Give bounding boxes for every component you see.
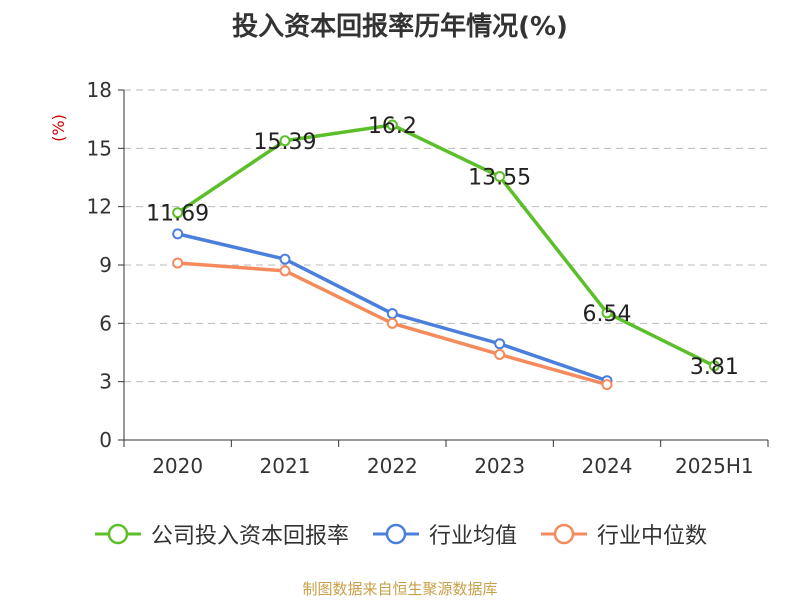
- x-tick-label: 2022: [367, 454, 418, 478]
- y-tick-label: 0: [99, 428, 112, 452]
- legend-label-industry-mean: 行业均值: [428, 524, 517, 549]
- series-line-0: [176, 123, 716, 368]
- data-point: [386, 317, 398, 329]
- series-line-1: [177, 232, 608, 383]
- y-tick-label: 12: [87, 195, 112, 219]
- data-label: 16.2: [368, 114, 417, 139]
- legend: 公司投入资本回报率 行业均值 行业中位数: [0, 518, 800, 550]
- source-note: 制图数据来自恒生聚源数据库: [302, 580, 498, 598]
- y-tick-label: 18: [87, 78, 112, 102]
- data-point: [386, 119, 398, 131]
- y-tick-label: 3: [99, 370, 112, 394]
- y-axis-label: (%): [49, 114, 68, 142]
- data-label: 13.55: [468, 166, 531, 191]
- data-label: 6.54: [583, 302, 632, 327]
- legend-item-industry-median[interactable]: 行业中位数: [539, 518, 707, 550]
- chart-title: 投入资本回报率历年情况(%): [232, 12, 568, 42]
- data-point: [172, 228, 184, 240]
- data-point: [494, 348, 506, 360]
- data-point: [708, 360, 720, 372]
- data-point: [279, 265, 291, 277]
- data-point: [279, 253, 291, 265]
- data-point: [601, 307, 613, 319]
- data-label: 15.39: [254, 130, 317, 155]
- legend-item-company[interactable]: 公司投入资本回报率: [93, 518, 349, 550]
- data-point: [172, 207, 184, 219]
- x-tick-label: 2023: [474, 454, 525, 478]
- data-point: [279, 135, 291, 147]
- data-point: [172, 257, 184, 269]
- data-point: [601, 379, 613, 391]
- data-label: 3.81: [690, 355, 739, 380]
- x-tick-label: 2021: [260, 454, 311, 478]
- y-tick-label: 15: [87, 136, 112, 160]
- y-tick-label: 9: [99, 253, 112, 277]
- data-point: [494, 338, 506, 350]
- legend-swatch-industry-mean: [372, 523, 419, 545]
- x-tick-label: 2024: [582, 454, 633, 478]
- legend-label-company: 公司投入资本回报率: [150, 524, 349, 549]
- legend-swatch-industry-median: [541, 523, 587, 545]
- data-point: [494, 171, 506, 183]
- legend-label-industry-median: 行业中位数: [597, 524, 708, 549]
- legend-item-industry-mean[interactable]: 行业均值: [371, 518, 517, 550]
- x-tick-label: 2020: [152, 454, 203, 478]
- y-tick-label: 6: [99, 311, 112, 335]
- data-label: 11.69: [146, 202, 209, 227]
- legend-swatch-company: [94, 523, 141, 545]
- x-tick-label: 2025H1: [675, 454, 754, 478]
- data-point: [386, 308, 398, 320]
